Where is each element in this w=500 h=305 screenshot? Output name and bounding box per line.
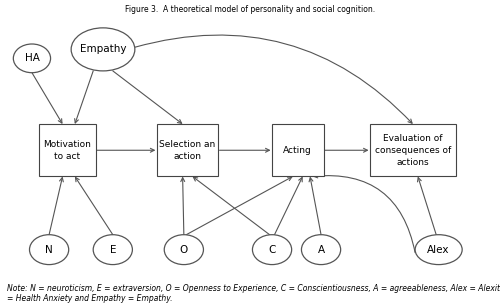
FancyBboxPatch shape [370, 124, 456, 176]
Text: A: A [318, 245, 324, 255]
Text: O: O [180, 245, 188, 255]
Text: Selection an
action: Selection an action [160, 140, 216, 161]
Text: Acting: Acting [284, 146, 312, 155]
FancyBboxPatch shape [272, 124, 324, 176]
Text: N: N [45, 245, 53, 255]
Text: Note: N = neuroticism, E = extraversion, O = Openness to Experience, C = Conscie: Note: N = neuroticism, E = extraversion,… [8, 284, 500, 303]
Ellipse shape [71, 28, 135, 71]
FancyBboxPatch shape [157, 124, 218, 176]
Text: Alex: Alex [428, 245, 450, 255]
Text: Empathy: Empathy [80, 45, 126, 54]
Text: Figure 3.  A theoretical model of personality and social cognition.: Figure 3. A theoretical model of persona… [125, 5, 375, 13]
Text: E: E [110, 245, 116, 255]
Ellipse shape [252, 235, 292, 265]
Ellipse shape [164, 235, 203, 265]
Ellipse shape [30, 235, 68, 265]
Ellipse shape [415, 235, 462, 265]
Ellipse shape [93, 235, 132, 265]
Text: HA: HA [24, 53, 40, 63]
Ellipse shape [302, 235, 341, 265]
Text: C: C [268, 245, 276, 255]
Text: Evaluation of
consequences of
actions: Evaluation of consequences of actions [375, 134, 451, 167]
Ellipse shape [14, 44, 51, 73]
Text: Motivation
to act: Motivation to act [44, 140, 92, 161]
FancyBboxPatch shape [40, 124, 96, 176]
